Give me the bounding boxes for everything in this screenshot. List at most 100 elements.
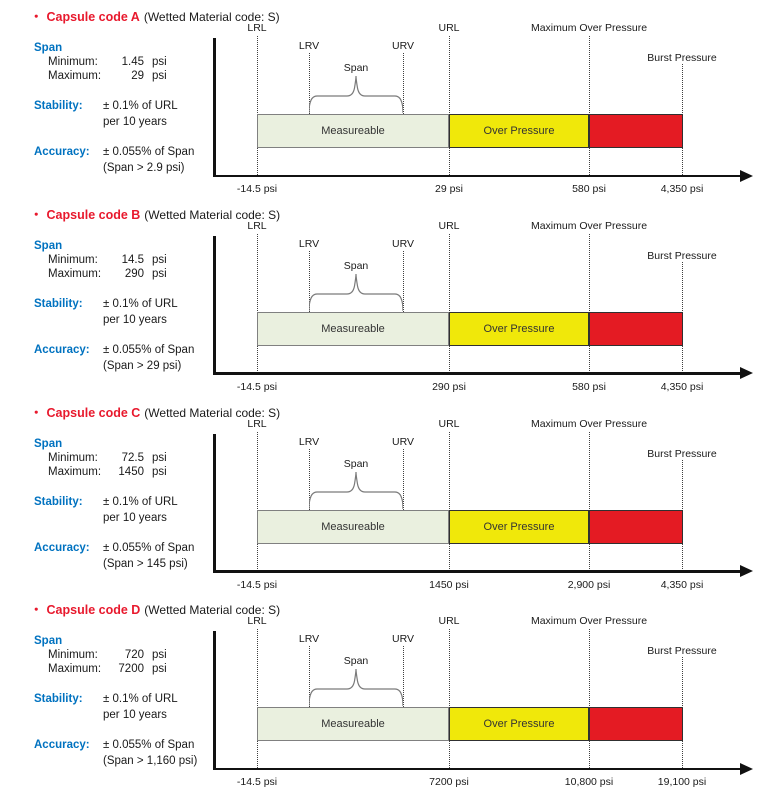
urv-dashed-line xyxy=(403,646,404,708)
over-pressure-range-label: Over Pressure xyxy=(483,520,555,533)
capsule-panel: ・ Capsule code D (Wetted Material code: … xyxy=(0,593,776,791)
measurable-range-bar: Measureable xyxy=(257,311,449,346)
minimum-label: Minimum: xyxy=(48,253,98,266)
stability-spec-line2: per 10 years xyxy=(103,313,167,326)
maximum-unit: psi xyxy=(152,267,167,280)
minimum-unit: psi xyxy=(152,56,167,68)
max-over-pressure-label: Maximum Over Pressure xyxy=(530,417,648,430)
capsule-panel: ・ Capsule code B (Wetted Material code: … xyxy=(0,198,776,396)
burst-pressure-label: Burst Pressure xyxy=(647,645,717,658)
stability-heading: Stability: xyxy=(34,100,83,112)
minimum-unit: psi xyxy=(152,451,167,464)
bullet-icon: ・ xyxy=(30,603,43,618)
over-pressure-range-label: Over Pressure xyxy=(483,718,555,731)
pressure-range-diagram: LRL LRV URV URL Maximum Over Pressure Bu… xyxy=(213,0,773,198)
stability-spec-line2: per 10 years xyxy=(103,116,167,128)
pressure-range-diagram: LRL LRV URV URL Maximum Over Pressure Bu… xyxy=(213,396,773,594)
minimum-value: 720 xyxy=(124,649,144,662)
burst-range-bar xyxy=(589,311,683,346)
axis-value-url: 7200 psi xyxy=(429,776,469,789)
minimum-label: Minimum: xyxy=(48,649,98,662)
stability-spec-line1: ± 0.1% of URL xyxy=(103,693,178,706)
x-axis-line xyxy=(213,570,742,573)
burst-pressure-label: Burst Pressure xyxy=(647,447,717,460)
over-pressure-range-bar: Over Pressure xyxy=(449,707,589,742)
accuracy-heading: Accuracy: xyxy=(34,146,90,158)
span-heading: Span xyxy=(34,42,63,54)
span-brace-icon xyxy=(309,669,403,707)
axis-value-lrl: -14.5 psi xyxy=(236,380,278,393)
lrl-dashed-line xyxy=(257,629,258,769)
capsule-panel: ・ Capsule code C (Wetted Material code: … xyxy=(0,396,776,594)
wetted-material-note: (Wetted Material code: S) xyxy=(144,405,281,420)
accuracy-spec-line2: (Span > 2.9 psi) xyxy=(103,162,185,174)
url-dashed-line xyxy=(449,629,450,769)
max-over-pressure-label: Maximum Over Pressure xyxy=(530,22,648,34)
accuracy-spec-line1: ± 0.055% of Span xyxy=(103,541,195,554)
max-over-pressure-dashed-line xyxy=(589,233,590,373)
accuracy-spec-line1: ± 0.055% of Span xyxy=(103,146,195,158)
burst-range-bar xyxy=(589,114,683,148)
span-heading: Span xyxy=(34,635,63,648)
urv-label: URV xyxy=(392,237,414,250)
lrv-dashed-line xyxy=(309,53,310,114)
span-brace-icon xyxy=(309,76,403,114)
minimum-value: 1.45 xyxy=(121,56,144,68)
axis-value-lrl: -14.5 psi xyxy=(236,578,278,591)
minimum-unit: psi xyxy=(152,253,167,266)
stability-heading: Stability: xyxy=(34,693,83,706)
axis-value-url: 290 psi xyxy=(432,380,466,393)
axis-value-lrl: -14.5 psi xyxy=(236,183,278,195)
urv-label: URV xyxy=(392,435,414,448)
lrv-dashed-line xyxy=(309,646,310,708)
accuracy-spec-line1: ± 0.055% of Span xyxy=(103,343,195,356)
axis-value-burst-pressure: 4,350 psi xyxy=(660,183,704,195)
capsule-code-title: Capsule code A xyxy=(46,10,140,24)
axis-value-max-over-pressure: 10,800 psi xyxy=(564,776,614,789)
pressure-range-diagram: LRL LRV URV URL Maximum Over Pressure Bu… xyxy=(213,198,773,396)
url-label: URL xyxy=(438,22,460,34)
max-over-pressure-dashed-line xyxy=(589,36,590,175)
lrl-dashed-line xyxy=(257,233,258,373)
stability-heading: Stability: xyxy=(34,495,83,508)
lrl-label: LRL xyxy=(247,219,267,232)
maximum-label: Maximum: xyxy=(48,267,102,280)
span-label: Span xyxy=(343,62,369,74)
accuracy-heading: Accuracy: xyxy=(34,739,90,752)
x-axis-line xyxy=(213,174,742,177)
accuracy-heading: Accuracy: xyxy=(34,343,90,356)
wetted-material-note: (Wetted Material code: S) xyxy=(144,207,281,222)
axis-arrow-icon xyxy=(740,565,753,577)
burst-range-bar xyxy=(589,707,683,742)
axis-arrow-icon xyxy=(740,367,753,380)
maximum-value: 1450 xyxy=(118,465,144,478)
measurable-range-bar: Measureable xyxy=(257,707,449,742)
lrl-label: LRL xyxy=(247,615,267,628)
burst-pressure-label: Burst Pressure xyxy=(647,52,717,64)
lrv-dashed-line xyxy=(309,250,310,312)
over-pressure-range-bar: Over Pressure xyxy=(449,509,589,544)
axis-value-url: 1450 psi xyxy=(429,578,469,591)
axis-value-burst-pressure: 19,100 psi xyxy=(657,776,707,789)
span-brace-icon xyxy=(309,273,403,311)
lrv-label: LRV xyxy=(298,633,320,646)
span-label: Span xyxy=(343,259,369,272)
measurable-range-bar: Measureable xyxy=(257,114,449,148)
max-over-pressure-dashed-line xyxy=(589,629,590,769)
lrl-label: LRL xyxy=(247,22,267,34)
axis-value-max-over-pressure: 2,900 psi xyxy=(567,578,611,591)
y-axis-line xyxy=(213,433,216,573)
stability-spec-line1: ± 0.1% of URL xyxy=(103,100,178,112)
over-pressure-range-bar: Over Pressure xyxy=(449,114,589,148)
span-heading: Span xyxy=(34,239,63,252)
over-pressure-range-label: Over Pressure xyxy=(483,125,555,137)
stability-spec-line1: ± 0.1% of URL xyxy=(103,495,178,508)
burst-pressure-label: Burst Pressure xyxy=(647,249,717,262)
pressure-range-diagram: LRL LRV URV URL Maximum Over Pressure Bu… xyxy=(213,593,773,791)
minimum-value: 14.5 xyxy=(121,253,144,266)
urv-dashed-line xyxy=(403,448,404,510)
minimum-label: Minimum: xyxy=(48,56,98,68)
span-label: Span xyxy=(343,655,369,668)
max-over-pressure-dashed-line xyxy=(589,431,590,571)
